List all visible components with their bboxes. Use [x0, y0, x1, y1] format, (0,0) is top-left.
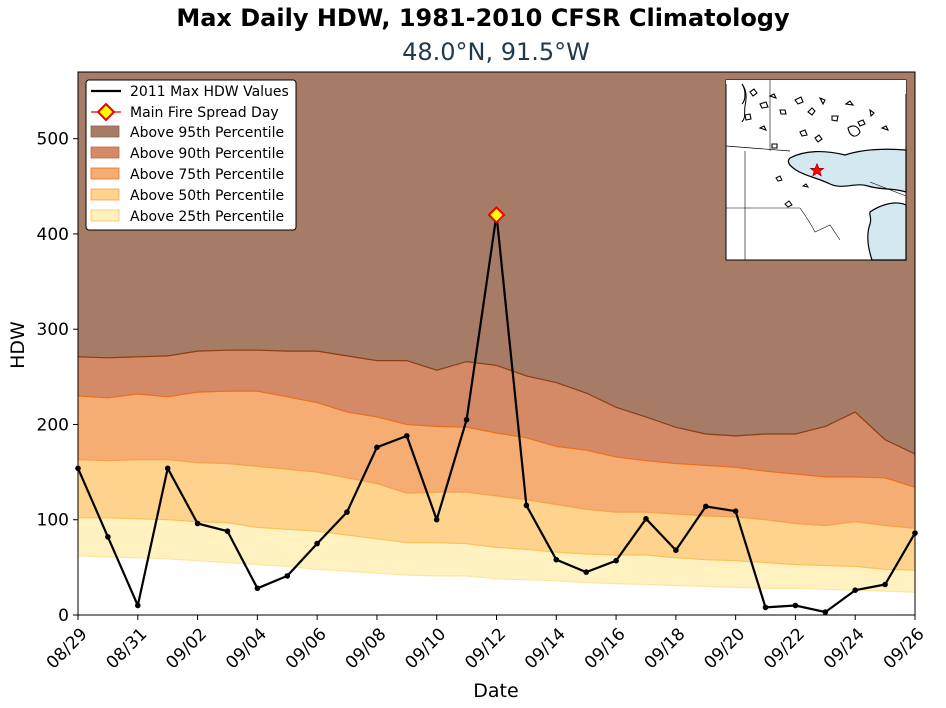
inset-map	[725, 79, 907, 261]
x-tick-label: 09/20	[700, 624, 749, 673]
band-boundary-3	[77, 459, 916, 529]
x-tick-label: 09/26	[880, 624, 929, 673]
legend-label-fire-day: Main Fire Spread Day	[130, 105, 279, 121]
hdw-point-08-31	[135, 602, 141, 609]
hdw-point-09-24	[852, 587, 858, 593]
y-axis-label: HDW	[7, 321, 29, 369]
hdw-point-09-06	[314, 540, 320, 547]
hdw-point-09-17	[643, 516, 649, 522]
x-tick-label: 09/06	[282, 624, 331, 673]
x-tick-label: 09/10	[401, 624, 450, 673]
band-fill-5	[78, 555, 915, 615]
inset-map-land	[726, 80, 906, 99]
legend-label-75: Above 75th Percentile	[130, 167, 284, 183]
band-boundary-1	[77, 349, 916, 455]
x-tick-label: 09/14	[521, 624, 570, 673]
hdw-point-09-01	[164, 465, 171, 472]
x-tick-label: 09/22	[760, 624, 809, 673]
fire-spread-day-marker	[487, 205, 506, 224]
legend-diamond-icon	[96, 102, 116, 122]
y-tick-label: 200	[37, 415, 69, 435]
x-tick-label: 08/31	[103, 624, 152, 673]
inset-map-small-lakes	[741, 83, 890, 149]
hdw-point-09-21	[762, 604, 769, 611]
hdw-point-09-16	[613, 557, 619, 564]
x-tick-label: 09/18	[641, 624, 690, 673]
hdw-point-09-03	[224, 528, 231, 534]
y-tick-label: 500	[37, 130, 69, 150]
hdw-point-09-15	[583, 569, 589, 575]
hdw-point-09-14	[553, 556, 560, 563]
hdw-point-09-10	[433, 516, 440, 523]
legend-swatch-50	[90, 188, 120, 201]
location-star-icon	[809, 162, 825, 177]
hdw-point-09-25	[882, 581, 888, 588]
legend-label-95: Above 95th Percentile	[130, 125, 284, 141]
inset-map-inland-lakes	[775, 175, 810, 208]
x-tick-label: 09/04	[222, 624, 271, 673]
hdw-point-09-07	[344, 509, 350, 515]
lake-michigan-shape	[867, 202, 907, 261]
band-boundary-2	[77, 390, 916, 488]
hdw-point-09-08	[374, 444, 380, 451]
chart-title: Max Daily HDW, 1981-2010 CFSR Climatolog…	[176, 4, 790, 32]
legend-box	[85, 79, 297, 231]
y-tick-label: 100	[37, 511, 69, 531]
hdw-point-09-05	[284, 573, 291, 579]
hdw-point-09-13	[523, 502, 530, 509]
band-boundary-4	[78, 517, 916, 571]
legend-swatch-95	[90, 125, 120, 138]
chart-subtitle: 48.0°N, 91.5°W	[402, 38, 590, 66]
inset-map-coast	[741, 83, 747, 123]
border-state-3	[726, 207, 841, 241]
legend-label-50: Above 50th Percentile	[130, 188, 284, 204]
hdw-point-09-22	[792, 602, 799, 609]
hdw-point-09-23	[822, 609, 829, 615]
x-tick-label: 08/29	[43, 624, 92, 673]
legend-swatch-25	[90, 209, 120, 222]
y-tick-label: 0	[58, 606, 69, 626]
x-tick-label: 09/12	[461, 624, 510, 673]
legend-label-hdw: 2011 Max HDW Values	[130, 84, 289, 100]
legend: 2011 Max HDW Values Main Fire Spread Day…	[85, 79, 297, 231]
x-tick-label: 09/08	[342, 624, 391, 673]
y-tick-label: 300	[37, 320, 69, 340]
hdw-point-09-20	[732, 508, 739, 514]
x-tick-label: 09/02	[162, 624, 211, 673]
hdw-point-09-09	[404, 433, 410, 439]
hdw-point-09-02	[194, 520, 201, 527]
border-state-4	[869, 181, 907, 197]
fire-day-marker-layer	[487, 205, 506, 224]
hdw-point-09-18	[673, 547, 679, 553]
legend-label-25: Above 25th Percentile	[130, 209, 284, 225]
legend-swatch-90	[90, 146, 120, 159]
x-axis-label: Date	[473, 680, 518, 702]
y-axis: 0 100 200 300 400 500	[37, 130, 78, 626]
x-tick-label: 09/16	[581, 624, 630, 673]
lake-superior-shape	[787, 148, 907, 193]
hdw-point-09-04	[254, 585, 261, 592]
band-boundary-5	[77, 555, 916, 593]
hdw-point-08-30	[105, 534, 111, 540]
y-tick-label: 400	[37, 225, 69, 245]
x-tick-label: 09/24	[820, 624, 869, 673]
legend-label-90: Above 90th Percentile	[130, 146, 284, 162]
legend-swatch-75	[90, 167, 120, 180]
border-us-canada	[725, 145, 791, 152]
hdw-point-09-19	[703, 503, 709, 510]
x-axis: 08/29 08/31 09/02 09/04 09/06 09/08 09/10 09/12…	[43, 615, 929, 673]
hdw-point-09-11	[463, 416, 470, 423]
